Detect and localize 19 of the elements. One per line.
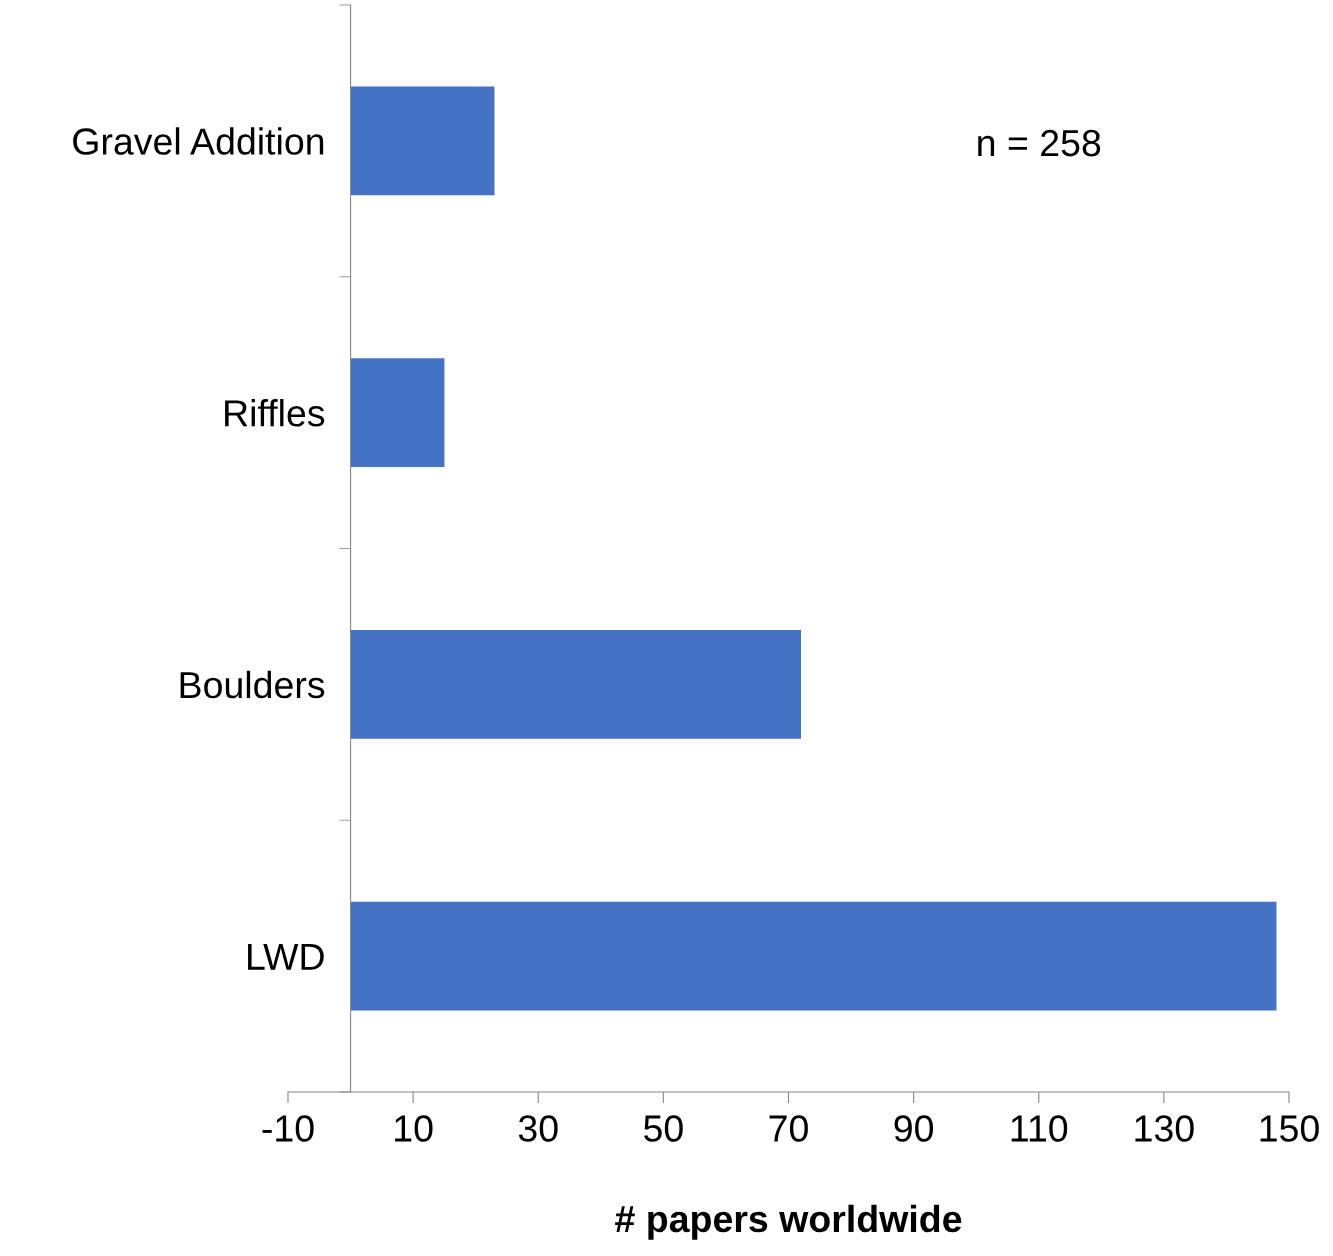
x-axis-title: # papers worldwide [615,1204,962,1240]
y-tick-label: Gravel Addition [73,127,324,155]
bar [350,630,802,739]
x-tick-label: 50 [644,1115,683,1142]
annotation: n = 258 [978,129,1101,157]
x-tick-label: 30 [518,1115,558,1142]
x-tick-label: 10 [395,1115,433,1142]
x-tick-label: 150 [1260,1115,1319,1142]
bar [350,901,1277,1011]
y-tick-label: Boulders [180,670,325,699]
bar [350,358,445,467]
x-tick-label: 70 [769,1115,808,1142]
x-tick-label: 110 [1011,1115,1068,1142]
y-tick-label: Riffles [225,399,325,427]
x-tick-label: 130 [1135,1115,1194,1142]
bar [350,86,495,196]
y-tick-label: LWD [248,943,324,970]
x-tick-label: -10 [262,1115,314,1142]
x-tick-label: 90 [894,1115,934,1142]
